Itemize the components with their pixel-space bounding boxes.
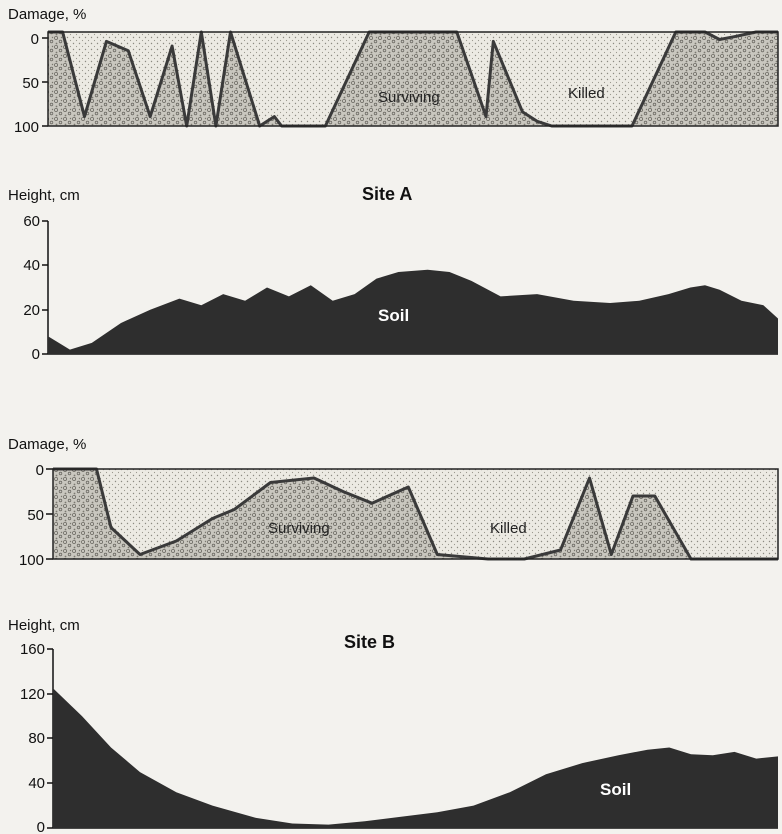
site-b-damage-panel: Damage, % 0 50 100 Surviving Killed: [8, 436, 779, 569]
site-b-height-panel: Height, cm Site B 160 120 80 40 0 Soil: [8, 617, 778, 834]
surviving-region: [48, 32, 778, 126]
site-b-height-y-ticks: 160 120 80 40 0: [20, 641, 53, 834]
height-a-tick-40: 40: [23, 257, 40, 274]
height-a-tick-20: 20: [23, 302, 40, 319]
site-b-height-axis-title: Height, cm: [8, 617, 80, 634]
damage-line: [53, 467, 778, 561]
damage-b-tick-0: 0: [36, 462, 44, 479]
surviving-label: Surviving: [268, 520, 330, 537]
site-a-damage-y-ticks: 0 50 100: [14, 31, 48, 136]
site-a-title: Site A: [362, 184, 412, 204]
damage-a-tick-50: 50: [22, 75, 39, 92]
height-b-tick-160: 160: [20, 641, 45, 658]
soil-area: [53, 688, 778, 828]
height-b-tick-40: 40: [28, 775, 45, 792]
soil-area: [48, 269, 778, 354]
killed-label: Killed: [490, 520, 527, 537]
height-a-tick-0: 0: [32, 346, 40, 363]
damage-b-tick-50: 50: [27, 507, 44, 524]
damage-a-tick-0: 0: [31, 31, 39, 48]
site-b-title: Site B: [344, 632, 395, 652]
killed-label: Killed: [568, 85, 605, 102]
height-b-tick-80: 80: [28, 730, 45, 747]
surviving-label: Surviving: [378, 89, 440, 106]
soil-label: Soil: [600, 780, 631, 799]
height-b-tick-0: 0: [37, 819, 45, 834]
surviving-region: [53, 469, 778, 559]
site-a-damage-frame: [47, 31, 779, 127]
height-a-tick-60: 60: [23, 213, 40, 230]
damage-a-tick-100: 100: [14, 119, 39, 136]
site-b-damage-axis-title: Damage, %: [8, 436, 86, 453]
height-b-tick-120: 120: [20, 686, 45, 703]
site-a-height-panel: Height, cm Site A 60 40 20 0 Soil: [8, 184, 778, 363]
site-a-damage-axis-title: Damage, %: [8, 6, 86, 23]
site-b-damage-y-ticks: 0 50 100: [19, 462, 53, 569]
site-a-height-y-ticks: 60 40 20 0: [23, 213, 48, 363]
site-b-damage-frame: [52, 468, 779, 560]
soil-label: Soil: [378, 306, 409, 325]
damage-b-tick-100: 100: [19, 552, 44, 569]
site-a-damage-panel: Damage, % 0 50 100 Surviving Killed: [8, 6, 779, 136]
site-a-height-axis-title: Height, cm: [8, 187, 80, 204]
